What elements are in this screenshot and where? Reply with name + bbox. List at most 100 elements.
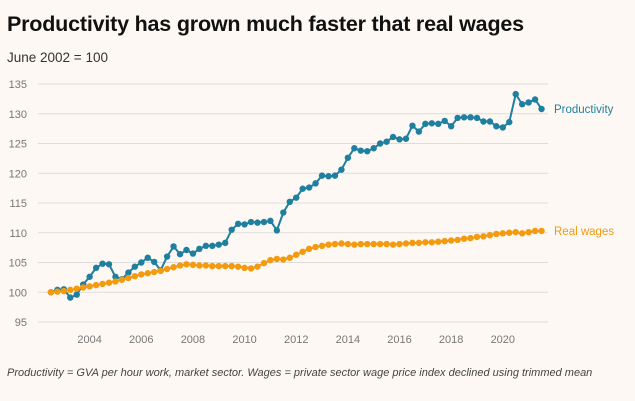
data-point xyxy=(299,248,306,255)
data-point xyxy=(99,260,106,267)
data-point xyxy=(293,251,300,258)
data-point xyxy=(422,120,429,128)
data-point xyxy=(370,145,377,152)
data-point xyxy=(92,264,100,272)
data-point xyxy=(441,237,448,245)
data-point xyxy=(241,264,248,272)
data-point xyxy=(183,261,190,268)
data-point xyxy=(299,185,306,192)
data-point xyxy=(415,239,423,247)
data-point xyxy=(293,194,300,201)
data-point xyxy=(312,180,319,187)
data-point xyxy=(480,118,487,125)
data-point xyxy=(125,269,132,276)
data-point xyxy=(67,286,74,294)
data-point xyxy=(318,172,326,179)
chart-subtitle: June 2002 = 100 xyxy=(7,50,108,65)
data-point xyxy=(512,90,519,98)
data-point xyxy=(460,114,468,121)
data-point xyxy=(486,118,494,125)
data-point xyxy=(183,246,190,254)
data-point xyxy=(196,245,203,253)
data-point xyxy=(325,173,332,180)
data-point xyxy=(422,239,429,246)
data-point xyxy=(428,120,435,127)
footnote: Productivity = GVA per hour work, market… xyxy=(7,367,593,379)
data-point xyxy=(376,140,384,147)
data-point xyxy=(228,226,235,233)
data-point xyxy=(518,101,526,108)
data-point xyxy=(357,147,364,154)
data-point xyxy=(112,273,119,280)
data-point xyxy=(60,287,68,295)
series-label: Productivity xyxy=(554,104,614,116)
data-point xyxy=(435,120,442,128)
data-point xyxy=(247,218,255,226)
y-tick-label: 130 xyxy=(9,109,27,121)
data-point xyxy=(86,273,93,280)
data-point xyxy=(338,166,345,173)
data-point xyxy=(351,241,358,248)
data-point xyxy=(280,256,287,263)
x-axis-ticks: 2004 2006 2008 2010 2012 2014 2016 2018 2020 xyxy=(77,334,515,346)
data-point xyxy=(47,289,55,296)
data-point xyxy=(402,135,410,142)
data-point xyxy=(267,256,274,264)
series-line xyxy=(50,229,542,294)
data-point xyxy=(370,240,377,248)
data-point xyxy=(441,117,448,125)
y-tick-label: 95 xyxy=(15,317,27,329)
data-point xyxy=(138,259,145,266)
data-point xyxy=(105,279,113,286)
y-tick-label: 105 xyxy=(9,258,27,270)
gridlines xyxy=(38,83,548,323)
data-point xyxy=(493,123,500,130)
data-point xyxy=(105,261,113,268)
data-point xyxy=(312,243,319,251)
x-tick-label: 2018 xyxy=(439,334,463,346)
data-point xyxy=(86,283,93,290)
data-point xyxy=(202,262,210,269)
data-point xyxy=(209,262,216,270)
data-point xyxy=(364,240,371,248)
data-point xyxy=(170,264,177,271)
data-point xyxy=(234,263,242,270)
data-point xyxy=(54,288,61,295)
data-point xyxy=(260,259,268,267)
data-point xyxy=(447,123,455,130)
data-point xyxy=(170,243,177,250)
data-point xyxy=(305,245,313,253)
data-point xyxy=(506,118,513,126)
data-point xyxy=(480,233,487,240)
data-point xyxy=(273,255,281,263)
data-point xyxy=(538,227,545,235)
data-point xyxy=(254,263,261,270)
data-point xyxy=(331,240,339,248)
data-point xyxy=(73,285,80,292)
data-point xyxy=(415,128,423,135)
data-point xyxy=(525,99,532,106)
data-point xyxy=(131,272,139,280)
data-point xyxy=(215,262,222,270)
data-point xyxy=(138,271,145,278)
data-point xyxy=(318,242,326,250)
data-point xyxy=(163,253,171,260)
data-point xyxy=(99,280,106,288)
data-point xyxy=(344,240,352,248)
data-point xyxy=(396,240,403,248)
data-point xyxy=(176,262,184,269)
data-point xyxy=(499,230,507,237)
data-point xyxy=(131,263,139,270)
data-point xyxy=(447,237,455,244)
data-point xyxy=(247,265,255,272)
data-point xyxy=(364,148,371,155)
data-point xyxy=(338,240,345,247)
data-point xyxy=(222,262,229,270)
data-point xyxy=(428,239,435,246)
data-point xyxy=(473,233,481,241)
data-point xyxy=(538,105,545,113)
data-point xyxy=(396,136,403,143)
y-tick-label: 110 xyxy=(9,228,27,240)
data-point xyxy=(460,235,468,242)
